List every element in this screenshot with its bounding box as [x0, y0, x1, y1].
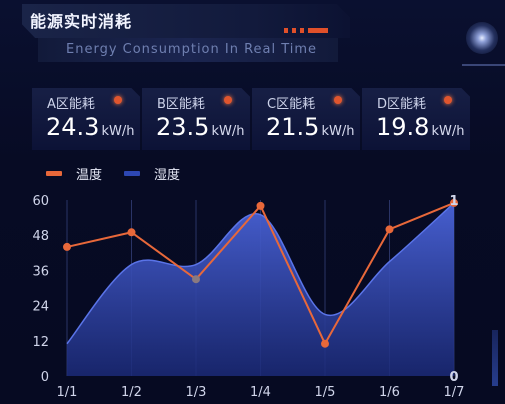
y-right-tick-label: 0 — [449, 370, 458, 385]
x-tick-label: 1/2 — [121, 385, 142, 400]
energy-card-a[interactable]: A区能耗 24.3 kW/h — [32, 88, 140, 150]
card-value: 21.5 — [266, 113, 320, 141]
energy-card-c[interactable]: C区能耗 21.5 kW/h — [252, 88, 360, 150]
x-tick-label: 1/7 — [444, 385, 465, 400]
card-unit: kW/h — [101, 124, 135, 139]
card-unit: kW/h — [211, 124, 245, 139]
temperature-point — [321, 339, 329, 348]
card-value-row: 23.5 kW/h — [156, 113, 244, 141]
card-label: B区能耗 — [157, 97, 205, 112]
y-tick-label: 48 — [32, 229, 49, 244]
legend-label-humidity: 湿度 — [154, 168, 181, 183]
card-unit: kW/h — [321, 124, 355, 139]
y-right-tick-label: 1 — [449, 194, 458, 209]
card-value: 24.3 — [46, 113, 100, 141]
humidity-area-group — [66, 202, 455, 376]
energy-card-b[interactable]: B区能耗 23.5 kW/h — [142, 88, 250, 150]
temperature-point — [127, 228, 136, 237]
y-tick-label: 60 — [32, 194, 49, 209]
glow-orb-icon — [466, 22, 498, 54]
x-tick-label: 1/3 — [186, 385, 207, 400]
x-tick-label: 1/6 — [379, 385, 400, 400]
card-value: 19.8 — [376, 113, 430, 141]
x-tick-label: 1/4 — [250, 385, 271, 400]
legend-label-temperature: 温度 — [76, 168, 103, 183]
temperature-point — [192, 275, 200, 284]
card-label: A区能耗 — [47, 97, 95, 112]
card-value-row: 21.5 kW/h — [266, 113, 354, 141]
legend-swatch-humidity — [124, 171, 140, 176]
edge-decor — [492, 330, 498, 386]
status-dot-icon — [114, 96, 122, 104]
energy-cards: A区能耗 24.3 kW/h B区能耗 23.5 kW/h C区能耗 21.5 kW/… — [32, 88, 472, 152]
y-tick-label: 12 — [32, 335, 49, 350]
x-tick-label: 1/5 — [315, 385, 336, 400]
temperature-line-group — [63, 198, 458, 348]
panel-title: 能源实时消耗 — [30, 12, 133, 31]
status-dot-icon — [224, 96, 232, 104]
status-dot-icon — [334, 96, 342, 104]
temperature-point — [385, 225, 394, 234]
x-tick-label: 1/1 — [57, 385, 78, 400]
status-dot-icon — [444, 96, 452, 104]
card-unit: kW/h — [431, 124, 465, 139]
temperature-point — [450, 198, 458, 207]
y-tick-label: 0 — [41, 370, 49, 385]
energy-card-d[interactable]: D区能耗 19.8 kW/h — [362, 88, 470, 150]
y-tick-label: 24 — [32, 300, 49, 315]
humidity-line — [66, 202, 455, 345]
panel-subtitle: Energy Consumption In Real Time — [66, 42, 318, 57]
decor-line — [462, 64, 505, 66]
card-value: 23.5 — [156, 113, 210, 141]
card-value-row: 24.3 kW/h — [46, 113, 134, 141]
subtitle-band — [38, 38, 338, 62]
legend-swatch-temperature — [46, 171, 62, 176]
card-value-row: 19.8 kW/h — [376, 113, 464, 141]
card-label: C区能耗 — [267, 97, 316, 112]
temperature-point — [256, 201, 265, 210]
humidity-area — [67, 202, 454, 376]
y-tick-label: 36 — [32, 264, 49, 279]
card-label: D区能耗 — [377, 97, 427, 112]
temperature-point — [63, 242, 71, 251]
header-decor-ticks — [284, 28, 330, 33]
